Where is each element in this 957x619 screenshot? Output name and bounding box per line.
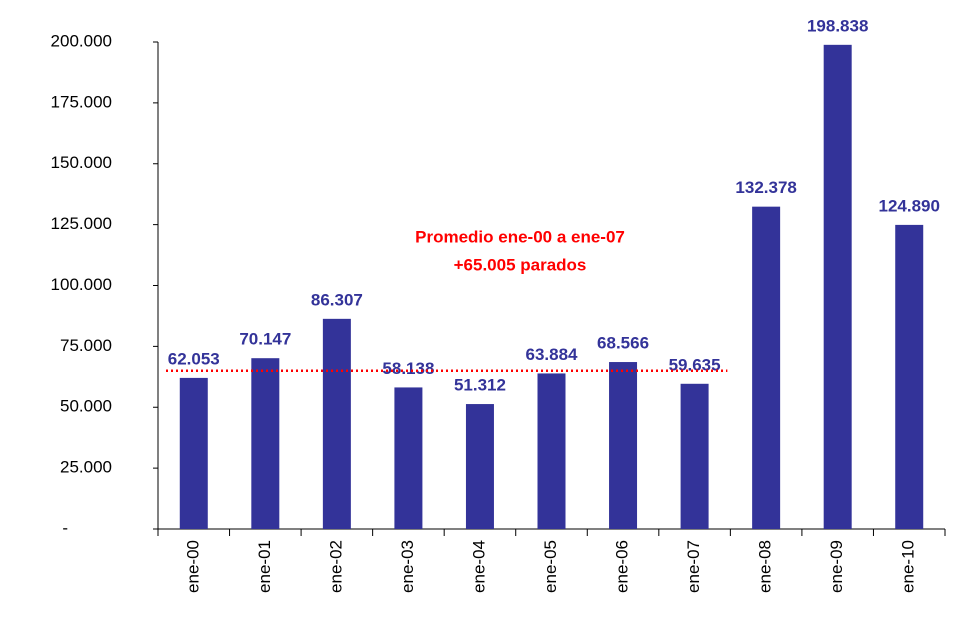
value-label: 58.138 xyxy=(382,359,434,378)
y-tick-label: 150.000 xyxy=(51,153,112,172)
x-tick-label: ene-08 xyxy=(756,540,775,593)
value-label: 124.890 xyxy=(879,196,940,215)
y-tick-label: - xyxy=(62,518,68,537)
value-label: 70.147 xyxy=(239,330,291,349)
y-tick-label: 200.000 xyxy=(51,31,112,50)
x-tick-label: ene-06 xyxy=(613,540,632,593)
bar xyxy=(465,404,494,529)
bar xyxy=(251,358,280,529)
x-tick-label: ene-10 xyxy=(899,540,918,593)
x-tick-label: ene-01 xyxy=(255,540,274,593)
bar xyxy=(823,44,852,530)
y-tick-label: 175.000 xyxy=(51,92,112,111)
y-tick-label: 50.000 xyxy=(60,397,112,416)
y-tick-label: 100.000 xyxy=(51,275,112,294)
value-label: 68.566 xyxy=(597,334,649,353)
x-tick-label: ene-09 xyxy=(827,540,846,593)
y-tick-label: 125.000 xyxy=(51,214,112,233)
bar xyxy=(680,383,709,529)
annotation: Promedio ene-00 a ene-07 xyxy=(415,227,625,246)
x-tick-label: ene-00 xyxy=(183,540,202,593)
value-label: 63.884 xyxy=(526,345,579,364)
bar xyxy=(394,387,423,529)
bar xyxy=(895,224,924,529)
x-tick-label: ene-04 xyxy=(469,540,488,593)
value-label: 132.378 xyxy=(735,178,796,197)
bar xyxy=(322,318,351,529)
value-label: 86.307 xyxy=(311,290,363,309)
y-tick-label: 75.000 xyxy=(60,336,112,355)
value-label: 198.838 xyxy=(807,16,868,35)
bar xyxy=(179,377,208,529)
annotation: +65.005 parados xyxy=(454,255,587,274)
x-tick-label: ene-02 xyxy=(326,540,345,593)
bar xyxy=(752,206,781,529)
x-tick-label: ene-07 xyxy=(684,540,703,593)
value-label: 51.312 xyxy=(454,376,506,395)
bar xyxy=(537,373,566,529)
bar xyxy=(609,362,638,529)
value-label: 62.053 xyxy=(168,349,220,368)
x-tick-label: ene-05 xyxy=(541,540,560,593)
x-tick-label: ene-03 xyxy=(398,540,417,593)
y-tick-label: 25.000 xyxy=(60,458,112,477)
